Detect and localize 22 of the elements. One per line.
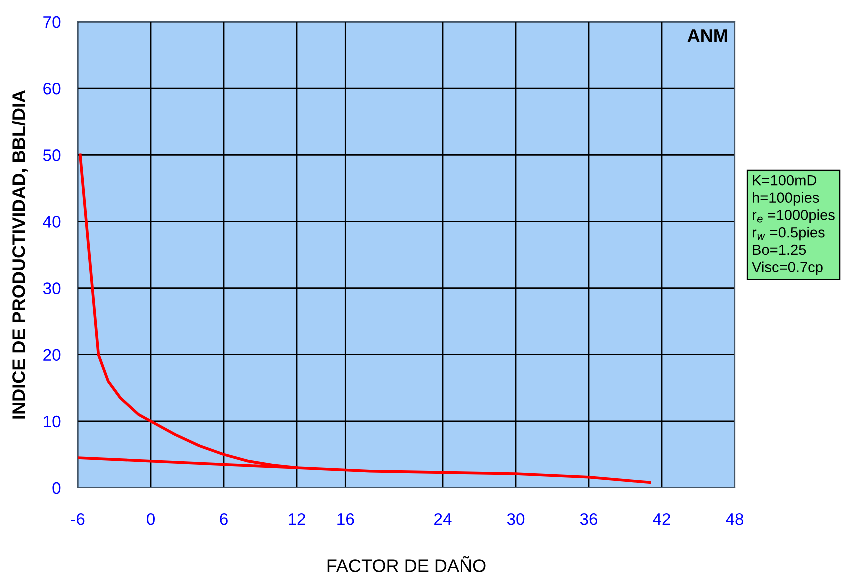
x-tick-label: 36 [580,513,598,526]
x-tick-label: 0 [147,513,155,526]
text: K=100mD h=100pies r$_{e}$ =1000pies r$_{w}$ =0.5pies Bo=1.25 Visc=0.7cp [752,175,835,276]
x-tick-label: 16 [338,513,354,526]
x-tick-label: 12 [289,513,306,526]
x-axis-title: FACTOR DE DAÑO [328,556,486,572]
x-tick-label: 48 [726,513,744,526]
y-axis-title: INDICE DE PRODUCTIVIDAD, BBL/DIA [12,90,28,419]
x-tick-label: 24 [434,513,452,526]
x-tick-label: 42 [653,513,670,526]
x-tick-label: -6 [71,513,85,526]
y-tick-label: 50 [43,150,61,162]
y-tick-label: 30 [43,282,61,294]
y-tick-label: 60 [44,82,61,95]
y-tick-label: 40 [43,216,61,228]
x-tick-label: 30 [507,513,525,526]
y-tick-label: 0 [52,482,61,494]
annotation: ANM [688,30,728,42]
y-tick-label: 70 [44,16,61,28]
y-tick-label: 10 [44,416,61,428]
x-tick-label: 6 [220,513,228,526]
y-tick-label: 20 [44,349,61,362]
